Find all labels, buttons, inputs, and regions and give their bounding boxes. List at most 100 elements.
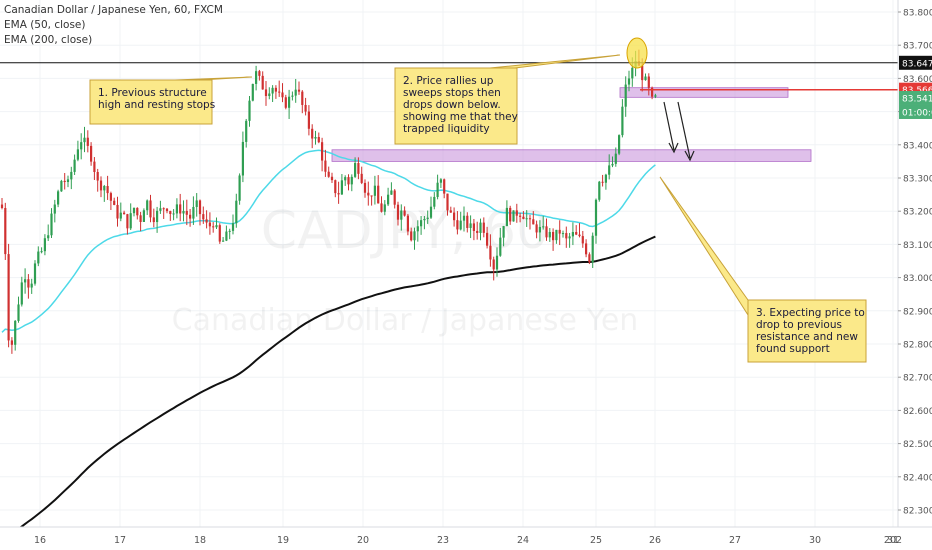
candle-up — [238, 175, 241, 201]
candle-down — [466, 215, 469, 228]
candle-down — [509, 207, 512, 222]
callout-text: 2. Price rallies up — [403, 75, 494, 87]
candle-down — [410, 231, 413, 241]
candle-down — [357, 163, 360, 174]
candle-down — [93, 161, 96, 173]
candle-down — [403, 210, 406, 216]
candle-up — [20, 282, 23, 305]
candle-down — [261, 75, 264, 90]
candle-down — [406, 215, 409, 232]
price-tick-label: 83.700 — [903, 42, 932, 52]
candle-up — [182, 210, 185, 214]
candle-up — [294, 89, 297, 96]
candle-down — [212, 226, 215, 228]
ema-lines — [1, 149, 656, 541]
candle-down — [337, 193, 340, 195]
time-axis-bg — [0, 527, 932, 550]
candle-up — [604, 174, 607, 183]
candle-down — [307, 111, 310, 129]
callout-box — [747, 299, 867, 363]
price-tag-bg — [899, 90, 932, 105]
legend-ema-50[interactable]: EMA (50, close) — [4, 19, 86, 31]
candle-up — [618, 135, 621, 154]
time-tick-label: 26 — [649, 535, 661, 546]
price-tag-label: 01:00:00 — [902, 108, 932, 118]
candle-down — [113, 200, 116, 205]
price-tick-label: 82.600 — [903, 407, 932, 417]
price-axis[interactable]: 83.80083.70083.60083.50083.40083.30083.2… — [897, 0, 932, 550]
time-tick-label: 27 — [729, 535, 741, 546]
candle-down — [347, 177, 350, 185]
candle-down — [0, 204, 4, 208]
candle-down — [63, 180, 66, 183]
candle-down — [165, 208, 169, 212]
candle-up — [43, 238, 46, 252]
candle-up — [53, 204, 56, 214]
candle-down — [651, 87, 654, 97]
candle-down — [453, 212, 456, 221]
liquidity-zone — [619, 87, 789, 98]
horizontal-lines — [0, 62, 898, 91]
price-tick-label: 82.700 — [903, 374, 932, 384]
candle-down — [7, 254, 10, 341]
candle-down — [581, 236, 584, 244]
candle-down — [86, 137, 89, 146]
candle-up — [429, 206, 433, 218]
candle-down — [126, 214, 129, 229]
candle-up — [416, 226, 419, 232]
candle-up — [119, 212, 122, 219]
candle-up — [423, 218, 426, 221]
candle-up — [241, 141, 244, 176]
candle-up — [594, 199, 598, 236]
candle-up — [129, 213, 132, 229]
candle-down — [284, 97, 287, 108]
callout-text: 3. Expecting price to — [756, 307, 865, 319]
callout-text: resistance and new — [756, 331, 858, 343]
price-tick-label: 83.800 — [903, 9, 932, 19]
candle-up — [479, 222, 482, 233]
down-arrow — [677, 101, 695, 162]
candle-up — [350, 176, 353, 185]
candle-up — [251, 83, 254, 101]
candle-up — [83, 137, 86, 143]
sweep-highlight — [626, 37, 648, 69]
price-tick-label: 82.300 — [903, 507, 932, 517]
candle-down — [281, 92, 284, 98]
candle-down — [492, 259, 495, 270]
candle-up — [66, 179, 70, 183]
candle-up — [159, 208, 162, 211]
candle-down — [641, 65, 644, 81]
legend-ema-200[interactable]: EMA (200, close) — [4, 34, 93, 46]
candle-up — [30, 283, 33, 288]
candle-up — [426, 217, 429, 219]
candle-up — [631, 67, 634, 79]
candle-up — [215, 225, 218, 228]
candle-down — [123, 212, 126, 215]
candle-up — [420, 220, 423, 227]
candle-up — [231, 223, 235, 231]
price-tick-label: 83.600 — [903, 75, 932, 85]
down-arrow — [663, 101, 679, 154]
candle-up — [502, 226, 505, 238]
candle-down — [301, 91, 304, 105]
price-tick-label: 82.800 — [903, 341, 932, 351]
candle-up — [561, 233, 565, 235]
candle-down — [486, 232, 489, 246]
candle-up — [469, 223, 472, 228]
candle-down — [515, 210, 518, 216]
candle-up — [37, 251, 40, 264]
candle-down — [575, 232, 578, 235]
candle-down — [4, 207, 7, 255]
candle-down — [443, 179, 446, 194]
candle-up — [608, 165, 611, 175]
candle-down — [185, 210, 188, 215]
candle-up — [548, 231, 551, 238]
candle-down — [274, 87, 277, 92]
ema-50-line — [1, 149, 656, 333]
candle-up — [76, 149, 79, 160]
candle-down — [585, 243, 588, 255]
candle-up — [228, 230, 231, 232]
candle-up — [614, 153, 617, 164]
